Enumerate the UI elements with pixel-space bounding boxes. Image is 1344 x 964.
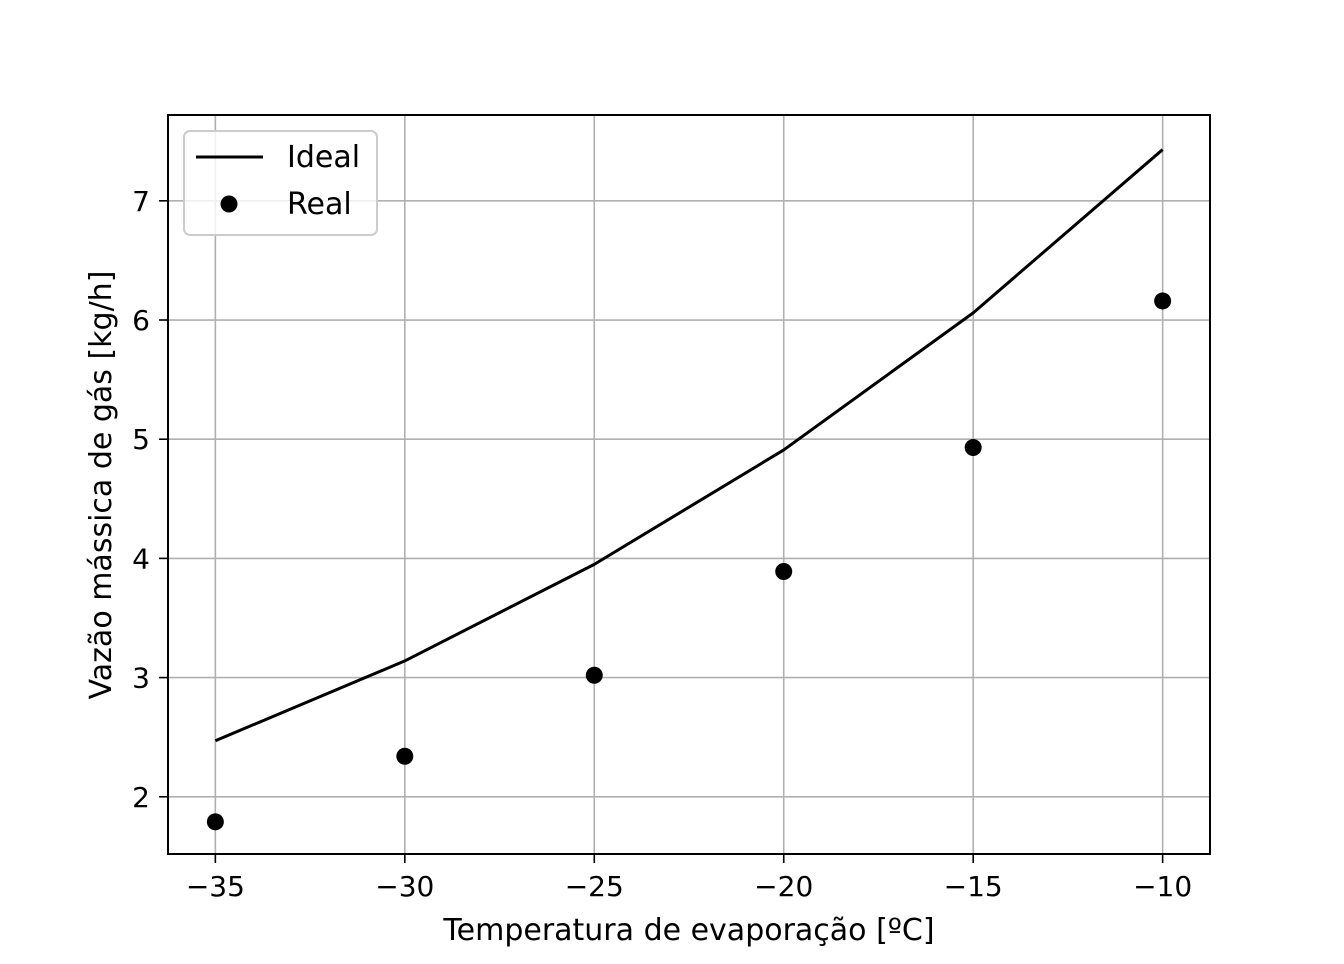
y-axis-label: Vazão mássica de gás [kg/h]	[84, 271, 119, 700]
legend-real-label: Real	[287, 187, 352, 222]
x-tick-label: −30	[375, 870, 434, 903]
y-tick-label: 7	[132, 185, 150, 218]
real-data-point	[964, 439, 982, 457]
y-tick-label: 6	[132, 304, 150, 337]
y-tick-label: 5	[132, 423, 150, 456]
plot-frame	[167, 114, 1211, 855]
y-tick-label: 4	[132, 542, 150, 575]
y-tick-label: 3	[132, 662, 150, 695]
x-axis-label: Temperatura de evaporação [ºC]	[442, 913, 934, 948]
x-tick-label: −20	[754, 870, 813, 903]
legend-real-marker-swatch	[220, 195, 238, 213]
x-tick-label: −35	[186, 870, 245, 903]
real-data-point	[585, 666, 603, 684]
ideal-series-line	[214, 148, 1164, 743]
legend-ideal-label: Ideal	[287, 140, 360, 175]
data-layer	[206, 148, 1172, 831]
y-tick-label: 2	[132, 781, 150, 814]
real-data-point	[396, 747, 414, 765]
x-tick-label: −25	[565, 870, 624, 903]
tick-layer: −35 −30 −25 −20 −15 −10 2 3 4 5 6 7	[132, 185, 1192, 903]
real-data-point	[1154, 292, 1172, 310]
real-data-point	[206, 813, 224, 831]
real-data-point	[775, 563, 793, 581]
x-tick-label: −10	[1133, 870, 1192, 903]
x-tick-label: −15	[944, 870, 1003, 903]
legend: Ideal Real	[183, 130, 378, 236]
